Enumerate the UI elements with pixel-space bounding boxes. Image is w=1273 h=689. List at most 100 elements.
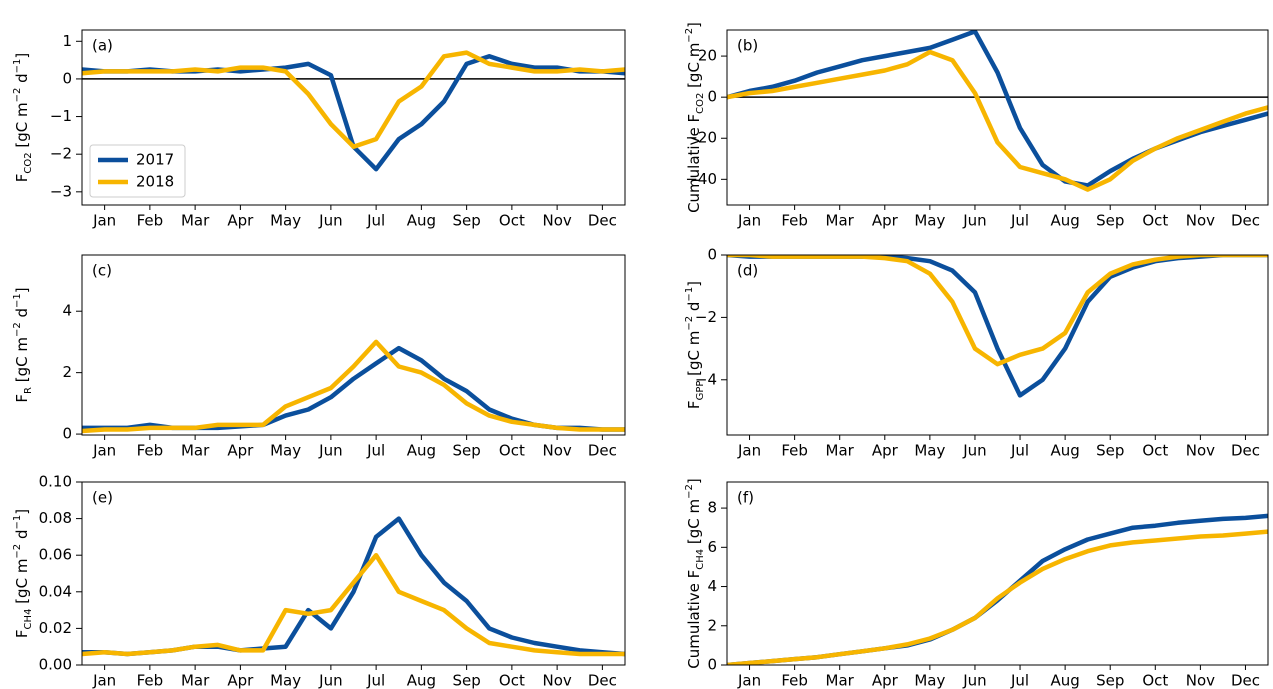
plot-area	[727, 30, 1268, 192]
y-label-part: ]	[685, 281, 703, 287]
x-tick-label: Nov	[542, 442, 571, 460]
x-tick-label: Oct	[1142, 672, 1168, 689]
panel-label: (c)	[92, 262, 112, 280]
y-label-part: [gC m	[685, 331, 703, 381]
y-label-part: −2	[12, 322, 23, 337]
x-tick-label: Jul	[366, 442, 385, 460]
x-tick-label: Jul	[366, 212, 385, 230]
x-tick-label: Mar	[181, 442, 210, 460]
y-tick-label: 0.00	[39, 656, 72, 674]
x-tick-label: Feb	[137, 212, 164, 230]
plot-area	[727, 513, 1268, 665]
y-tick-label: 0	[62, 425, 72, 443]
y-axis-label: Cumulative FCO2 [gC m−2]	[684, 22, 706, 213]
y-tick-label: 4	[62, 302, 72, 320]
x-tick-label: Nov	[1186, 672, 1215, 689]
axes-frame	[81, 481, 626, 666]
x-tick-label: Jun	[318, 442, 342, 460]
x-tick-label: Jun	[962, 212, 986, 230]
y-tick-label: 0	[707, 246, 717, 264]
x-tick-label: Aug	[407, 672, 436, 689]
x-tick-label: Jul	[1010, 442, 1029, 460]
y-label-part: F	[13, 174, 31, 183]
x-tick-label: Apr	[872, 212, 899, 230]
x-tick-label: Sep	[452, 442, 480, 460]
x-tick-label: Sep	[452, 212, 480, 230]
x-tick-label: Feb	[781, 212, 808, 230]
y-tick-label: 20	[698, 47, 717, 65]
x-tick-label: Jan	[737, 442, 761, 460]
y-label-part: ]	[685, 478, 703, 484]
legend-label: 2017	[136, 151, 174, 169]
y-axis-label: FR [gC m−2 d−1]	[12, 287, 34, 402]
y-axis-label: FCO2 [gC m−2 d−1]	[12, 53, 34, 183]
axes-frame	[81, 29, 626, 206]
x-tick-label: Sep	[1096, 672, 1124, 689]
y-label-part: CH4	[695, 549, 706, 570]
y-tick-label: 0	[707, 88, 717, 106]
y-tick-label: 0.10	[39, 473, 72, 491]
y-tick-label: 1	[62, 32, 72, 50]
x-tick-label: Jan	[92, 672, 116, 689]
y-tick-label: −20	[685, 129, 717, 147]
x-tick-label: Jun	[318, 672, 342, 689]
y-label-part: [gC m	[13, 102, 31, 152]
y-label-part: ]	[13, 509, 31, 515]
y-label-part: ]	[685, 22, 703, 28]
data-line	[82, 345, 625, 432]
x-tick-label: Mar	[826, 672, 855, 689]
y-tick-label: 4	[707, 577, 717, 595]
x-tick-label: Aug	[1050, 442, 1079, 460]
x-tick-label: Aug	[1050, 672, 1079, 689]
y-tick-label: −4	[695, 370, 717, 388]
x-tick-label: Dec	[1231, 442, 1260, 460]
y-tick-label: 0.06	[39, 546, 72, 564]
x-tick-label: May	[270, 442, 301, 460]
x-tick-label: Nov	[1186, 442, 1215, 460]
y-label-part: −2	[684, 28, 695, 43]
y-tick-label: 6	[707, 538, 717, 556]
x-tick-label: Jul	[1010, 672, 1029, 689]
data-line	[727, 255, 1268, 398]
panel-label: (b)	[737, 37, 758, 55]
x-tick-label: Dec	[1231, 212, 1260, 230]
y-tick-label: 0.08	[39, 509, 72, 527]
x-tick-label: Jul	[1010, 212, 1029, 230]
data-line	[82, 516, 625, 657]
y-label-part: Cumulative F	[685, 114, 703, 213]
x-tick-label: Jun	[962, 442, 986, 460]
x-tick-label: Apr	[227, 672, 254, 689]
data-line	[82, 552, 625, 657]
x-tick-label: Aug	[407, 442, 436, 460]
plot-area	[82, 516, 625, 657]
x-tick-label: Jan	[737, 672, 761, 689]
x-tick-label: Sep	[1096, 442, 1124, 460]
x-tick-label: Oct	[499, 212, 525, 230]
y-tick-label: −40	[685, 170, 717, 188]
x-tick-label: Apr	[872, 672, 899, 689]
y-label-part: −1	[12, 293, 23, 308]
x-tick-label: Nov	[1186, 212, 1215, 230]
y-tick-label: −3	[50, 182, 72, 200]
x-tick-label: Jul	[366, 672, 385, 689]
y-tick-label: −2	[50, 145, 72, 163]
y-tick-label: −1	[50, 107, 72, 125]
y-label-part: d	[13, 530, 31, 544]
x-tick-label: Oct	[1142, 212, 1168, 230]
x-tick-label: Mar	[826, 212, 855, 230]
x-tick-label: Mar	[826, 442, 855, 460]
axes-frame	[726, 29, 1269, 206]
x-tick-label: Dec	[588, 212, 617, 230]
y-label-part: −1	[684, 287, 695, 302]
x-tick-label: Sep	[1096, 212, 1124, 230]
y-label-part: Cumulative F	[685, 570, 703, 669]
data-line	[727, 30, 1268, 188]
x-tick-label: Apr	[227, 212, 254, 230]
x-tick-label: Feb	[137, 442, 164, 460]
x-tick-label: Feb	[781, 672, 808, 689]
y-tick-label: 0	[62, 69, 72, 87]
panel-label: (a)	[92, 37, 113, 55]
plot-area	[727, 255, 1268, 398]
y-label-part: CO2	[695, 93, 706, 114]
